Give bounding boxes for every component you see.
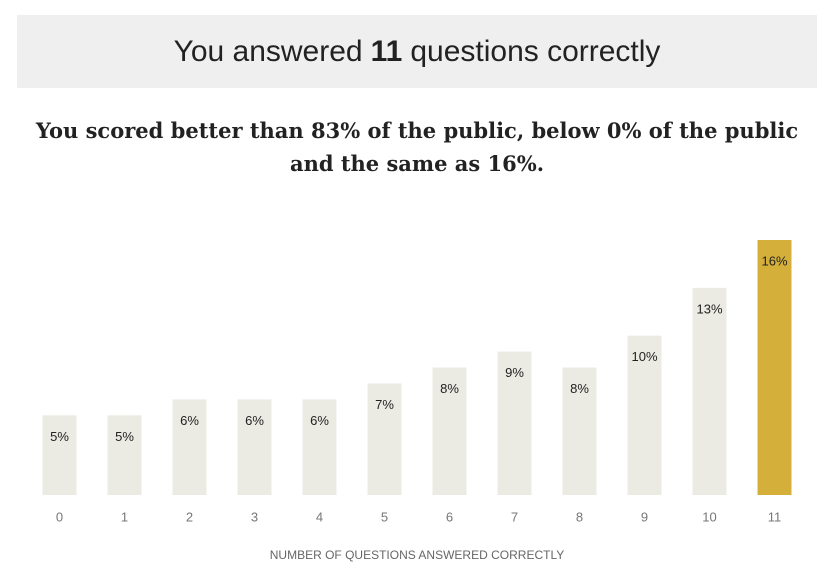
value-label: 6% [310,413,329,428]
bar [497,351,532,495]
x-tick-label: 9 [641,509,648,524]
x-tick-label: 4 [316,509,323,524]
bar [757,240,792,495]
bar [627,335,662,495]
x-tick-label: 1 [121,509,128,524]
x-tick-label: 10 [702,509,716,524]
value-label: 8% [570,381,589,396]
x-tick-label: 7 [511,509,518,524]
value-label: 6% [245,413,264,428]
value-label: 10% [631,349,657,364]
x-tick-label: 5 [381,509,388,524]
x-tick-label: 3 [251,509,258,524]
bar [367,383,402,495]
bar [172,399,207,495]
x-axis-label: NUMBER OF QUESTIONS ANSWERED CORRECTLY [270,548,564,562]
value-label: 5% [50,429,69,444]
value-label: 9% [505,365,524,380]
header-prefix: You answered [173,34,363,68]
value-label: 6% [180,413,199,428]
bar [432,367,467,495]
result-header: You answered 11 questions correctly [17,15,817,88]
x-tick-label: 2 [186,509,193,524]
bar [107,415,142,495]
value-label: 13% [696,301,722,316]
bar [562,367,597,495]
x-tick-label: 6 [446,509,453,524]
x-tick-label: 0 [56,509,63,524]
value-label: 5% [115,429,134,444]
value-label: 16% [761,253,787,268]
x-tick-label: 11 [768,509,782,524]
value-label: 7% [375,397,394,412]
bar [692,287,727,495]
header-suffix: questions correctly [410,34,661,68]
header-score: 11 [370,34,403,68]
summary: You scored better than 83% of the public… [35,118,799,176]
bar [42,415,77,495]
value-label: 8% [440,381,459,396]
bar [302,399,337,495]
x-tick-label: 8 [576,509,583,524]
bar [237,399,272,495]
